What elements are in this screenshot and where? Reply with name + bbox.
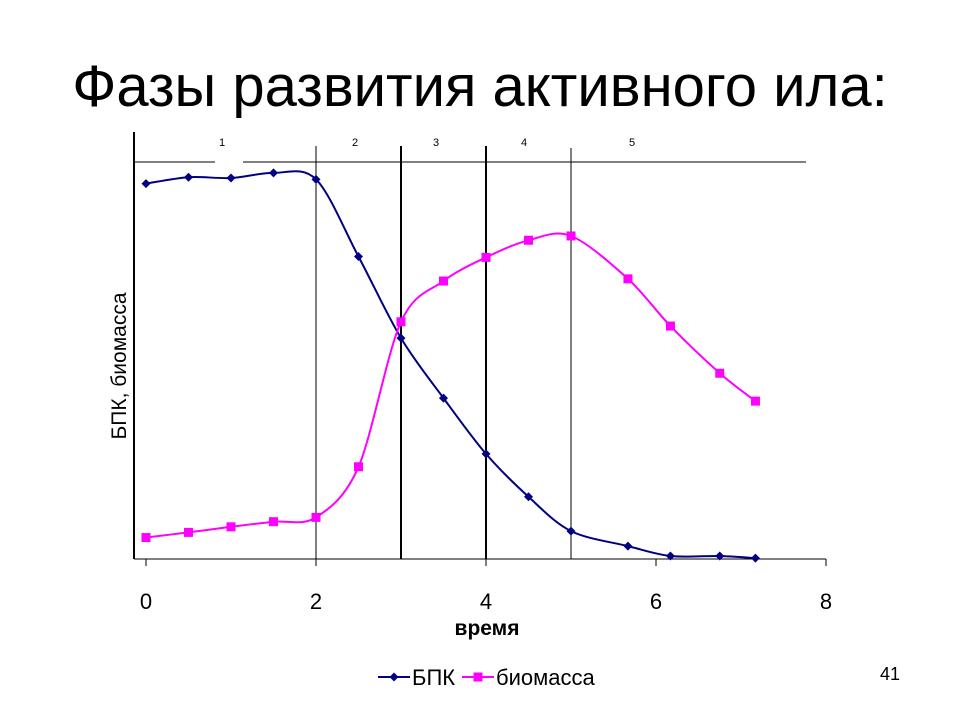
bpk-point — [141, 179, 151, 189]
biomass-point — [184, 527, 193, 537]
legend-bpk-label: БПК — [412, 665, 455, 690]
biomass-point — [481, 252, 491, 262]
biomass-point — [141, 533, 151, 543]
bpk-point — [623, 541, 633, 551]
legend: БПК биомасса — [378, 665, 595, 690]
bpk-point — [269, 168, 278, 178]
biomass-point — [524, 235, 533, 245]
bpk-point — [524, 492, 533, 502]
biomass-point — [396, 317, 406, 327]
biomass-point — [715, 368, 725, 378]
phase-bands: 1 2 3 4 5 — [134, 137, 806, 559]
x-axis: 0 2 4 6 8 — [134, 558, 832, 614]
y-axis-label: БПК, биомасса — [108, 292, 131, 439]
series-line-bpk — [145, 170, 756, 560]
biomass-point — [311, 512, 321, 522]
biomass-point — [226, 522, 236, 532]
biomass-point — [623, 274, 633, 284]
phase-label: 4 — [521, 137, 527, 149]
bpk-point — [566, 526, 576, 536]
bpk-point — [226, 173, 236, 183]
x-tick-label: 8 — [820, 589, 832, 614]
biomass-point — [566, 231, 576, 241]
phase-label: 5 — [629, 137, 635, 149]
bpk-point — [715, 551, 725, 561]
phase-label: 3 — [433, 137, 439, 149]
bpk-point — [184, 172, 193, 182]
legend-bpk-marker — [389, 672, 399, 682]
series-layer — [141, 168, 760, 563]
x-tick-label: 2 — [310, 589, 322, 614]
x-tick-label: 4 — [480, 589, 492, 614]
bpk-point — [396, 333, 406, 343]
biomass-point — [750, 396, 760, 406]
bpk-point — [311, 174, 321, 184]
phase-label: 2 — [352, 137, 358, 149]
biomass-point — [269, 517, 278, 527]
bpk-point — [439, 393, 448, 403]
bpk-point — [481, 449, 491, 459]
bpk-point — [750, 553, 760, 563]
bpk-point — [665, 551, 675, 561]
phase-label: 1 — [219, 137, 225, 149]
series-line-biomass — [145, 232, 757, 539]
slide-title: Фазы развития активного ила: — [72, 54, 888, 119]
x-tick-label: 0 — [140, 589, 152, 614]
x-tick-label: 6 — [650, 589, 662, 614]
x-axis-label: время — [455, 617, 520, 640]
slide-number: 41 — [880, 664, 901, 684]
biomass-point — [354, 462, 363, 472]
legend-biomass-marker — [473, 672, 483, 682]
biomass-point — [665, 321, 675, 331]
biomass-point — [439, 276, 448, 286]
legend-biomass-label: биомасса — [496, 665, 595, 690]
bpk-point — [354, 252, 363, 262]
